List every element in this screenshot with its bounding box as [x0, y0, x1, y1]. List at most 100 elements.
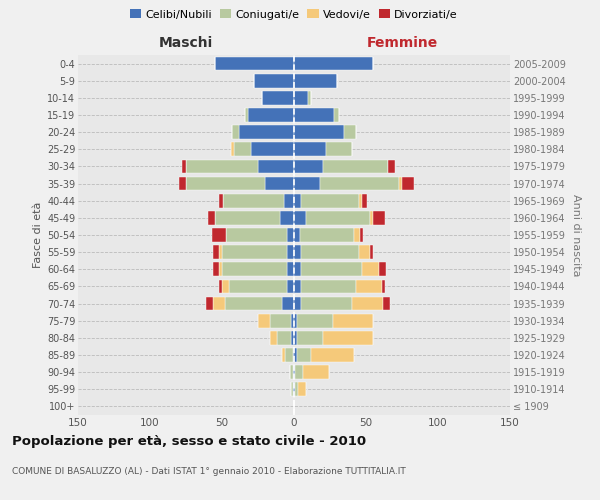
Bar — [344, 126, 356, 139]
Bar — [362, 194, 367, 207]
Bar — [359, 246, 370, 259]
Bar — [323, 160, 388, 173]
Bar — [265, 176, 294, 190]
Text: Popolazione per età, sesso e stato civile - 2010: Popolazione per età, sesso e stato civil… — [12, 435, 366, 448]
Bar — [294, 382, 295, 396]
Bar — [301, 262, 362, 276]
Bar — [291, 382, 293, 396]
Bar — [283, 296, 294, 310]
Bar — [179, 176, 186, 190]
Y-axis label: Fasce di età: Fasce di età — [32, 202, 43, 268]
Bar — [301, 194, 359, 207]
Bar — [233, 142, 251, 156]
Bar — [287, 262, 294, 276]
Bar — [251, 142, 294, 156]
Bar — [294, 91, 308, 104]
Bar — [287, 280, 294, 293]
Bar — [219, 194, 223, 207]
Bar — [269, 314, 291, 328]
Bar — [402, 176, 413, 190]
Bar — [333, 314, 373, 328]
Bar — [214, 262, 219, 276]
Bar — [301, 280, 356, 293]
Bar — [215, 211, 280, 224]
Bar — [226, 228, 287, 242]
Bar — [293, 382, 294, 396]
Bar — [258, 314, 269, 328]
Bar — [286, 348, 293, 362]
Bar — [214, 246, 219, 259]
Bar — [294, 348, 297, 362]
Bar — [300, 228, 355, 242]
Bar — [186, 176, 265, 190]
Bar — [294, 262, 301, 276]
Bar — [186, 160, 258, 173]
Bar — [294, 108, 334, 122]
Bar — [222, 262, 287, 276]
Bar — [294, 142, 326, 156]
Bar — [208, 211, 215, 224]
Bar — [294, 176, 320, 190]
Bar — [362, 262, 379, 276]
Bar — [254, 74, 294, 88]
Bar — [294, 194, 301, 207]
Bar — [182, 160, 186, 173]
Bar — [284, 194, 294, 207]
Legend: Celibi/Nubili, Coniugati/e, Vedovi/e, Divorziati/e: Celibi/Nubili, Coniugati/e, Vedovi/e, Di… — [129, 8, 459, 20]
Bar — [360, 228, 363, 242]
Bar — [383, 296, 391, 310]
Bar — [262, 91, 294, 104]
Bar — [248, 108, 294, 122]
Bar — [301, 246, 359, 259]
Bar — [287, 228, 294, 242]
Text: Femmine: Femmine — [367, 36, 437, 50]
Bar — [297, 348, 311, 362]
Bar — [225, 296, 283, 310]
Bar — [323, 331, 373, 344]
Bar — [382, 280, 385, 293]
Bar — [294, 246, 301, 259]
Bar — [294, 314, 297, 328]
Bar — [302, 366, 329, 379]
Bar — [294, 160, 323, 173]
Bar — [352, 296, 383, 310]
Y-axis label: Anni di nascita: Anni di nascita — [571, 194, 581, 276]
Bar — [291, 314, 294, 328]
Bar — [219, 262, 222, 276]
Bar — [399, 176, 402, 190]
Bar — [293, 366, 294, 379]
Bar — [356, 280, 382, 293]
Bar — [320, 176, 399, 190]
Bar — [373, 211, 385, 224]
Bar — [294, 280, 301, 293]
Bar — [294, 296, 301, 310]
Bar — [219, 280, 222, 293]
Bar — [229, 280, 287, 293]
Bar — [215, 56, 294, 70]
Bar — [269, 331, 277, 344]
Bar — [294, 74, 337, 88]
Bar — [214, 296, 225, 310]
Bar — [294, 228, 300, 242]
Bar — [239, 126, 294, 139]
Bar — [301, 296, 352, 310]
Bar — [212, 228, 226, 242]
Bar — [355, 228, 360, 242]
Bar — [294, 211, 305, 224]
Bar — [326, 142, 352, 156]
Bar — [388, 160, 395, 173]
Bar — [222, 246, 287, 259]
Bar — [258, 160, 294, 173]
Bar — [295, 382, 298, 396]
Bar — [305, 211, 370, 224]
Bar — [298, 382, 305, 396]
Bar — [219, 246, 222, 259]
Bar — [297, 331, 323, 344]
Bar — [291, 331, 294, 344]
Bar — [245, 108, 248, 122]
Bar — [308, 91, 311, 104]
Bar — [222, 280, 229, 293]
Bar — [293, 348, 294, 362]
Bar — [287, 246, 294, 259]
Bar — [232, 126, 239, 139]
